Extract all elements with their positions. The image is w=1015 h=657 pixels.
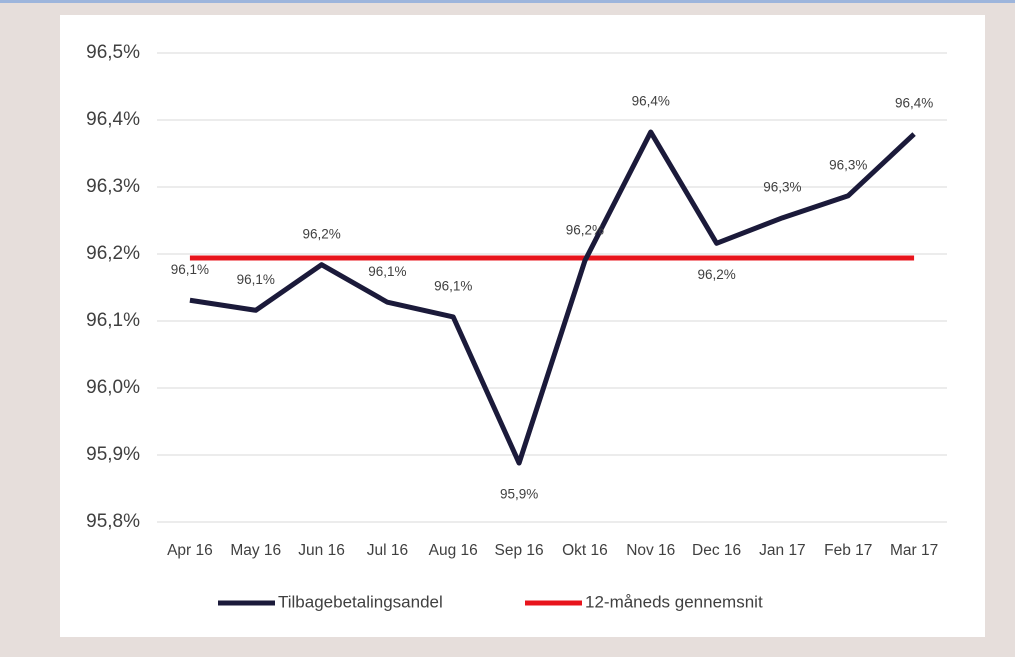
data-label: 96,4%	[895, 96, 933, 111]
legend-label: 12-måneds gennemsnit	[585, 592, 763, 611]
top-border	[0, 0, 1015, 3]
y-tick-label: 96,5%	[86, 42, 140, 63]
data-label: 96,2%	[697, 267, 735, 282]
chart-panel	[60, 15, 985, 637]
data-label: 96,1%	[237, 272, 275, 287]
y-tick-label: 95,8%	[86, 511, 140, 532]
y-tick-label: 95,9%	[86, 444, 140, 465]
data-label: 96,3%	[763, 179, 801, 194]
data-label: 96,1%	[368, 264, 406, 279]
data-label: 96,2%	[566, 222, 604, 237]
series-line	[189, 129, 916, 466]
data-label: 96,1%	[434, 279, 472, 294]
x-tick-label: Apr 16	[167, 542, 213, 559]
y-tick-label: 96,3%	[86, 176, 140, 197]
y-tick-label: 96,0%	[86, 377, 140, 398]
x-tick-label: Dec 16	[692, 542, 741, 559]
x-tick-label: Feb 17	[824, 542, 872, 559]
y-tick-label: 96,2%	[86, 243, 140, 264]
data-label: 96,1%	[171, 262, 209, 277]
data-label: 95,9%	[500, 487, 538, 502]
x-tick-label: Jul 16	[367, 542, 408, 559]
legend-label: Tilbagebetalingsandel	[278, 592, 443, 611]
x-tick-label: Nov 16	[626, 542, 675, 559]
y-tick-label: 96,1%	[86, 310, 140, 331]
x-tick-label: Jun 16	[298, 542, 345, 559]
x-tick-label: Sep 16	[495, 542, 544, 559]
x-tick-label: Mar 17	[890, 542, 938, 559]
data-label: 96,4%	[632, 94, 670, 109]
y-tick-label: 96,4%	[86, 109, 140, 130]
x-tick-label: Aug 16	[429, 542, 478, 559]
x-tick-label: Okt 16	[562, 542, 608, 559]
data-label: 96,2%	[302, 226, 340, 241]
x-tick-label: Jan 17	[759, 542, 806, 559]
x-tick-label: May 16	[230, 542, 281, 559]
data-label: 96,3%	[829, 157, 867, 172]
